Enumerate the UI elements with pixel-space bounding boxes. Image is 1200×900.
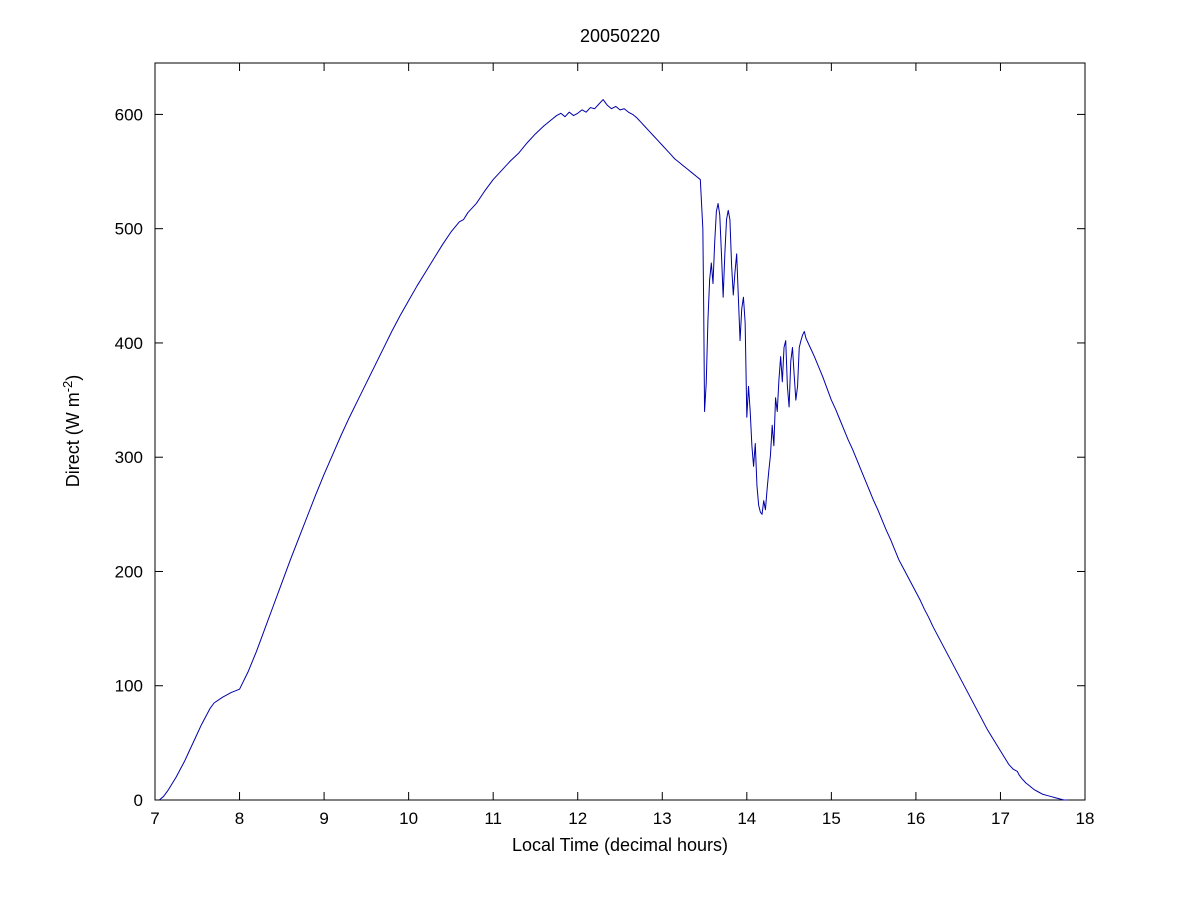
plot-border: [154, 62, 1086, 801]
chart-title: 20050220: [579, 26, 661, 46]
x-axis-label: Local Time (decimal hours): [511, 835, 729, 855]
y-tick-label: 300: [115, 448, 143, 467]
x-tick-label: 10: [399, 809, 418, 828]
y-axis-label-close: ): [63, 374, 83, 381]
x-tick-label: 9: [319, 809, 328, 828]
y-tick-label: 100: [115, 677, 143, 696]
y-tick-label: 400: [115, 334, 143, 353]
x-tick-label: 15: [822, 809, 841, 828]
y-tick-label: 600: [115, 105, 143, 124]
x-tick-label: 14: [737, 809, 756, 828]
y-tick-label: 0: [134, 791, 143, 810]
x-tick-label: 18: [1076, 809, 1095, 828]
x-tick-label: 12: [568, 809, 587, 828]
y-axis-label-exponent: -2: [60, 380, 75, 393]
x-tick-label: 17: [991, 809, 1010, 828]
y-tick-label: 500: [115, 220, 143, 239]
data-line-direct-irradiance: [158, 99, 1069, 801]
x-tick-label: 8: [235, 809, 244, 828]
x-tick-label: 7: [150, 809, 159, 828]
y-tick-label: 200: [115, 562, 143, 581]
y-axis-label-text: Direct (W m: [63, 392, 83, 488]
y-axis-label: Direct (W m-2): [60, 375, 84, 488]
x-tick-label: 16: [906, 809, 925, 828]
x-tick-label: 11: [484, 809, 502, 828]
x-tick-label: 13: [653, 809, 672, 828]
